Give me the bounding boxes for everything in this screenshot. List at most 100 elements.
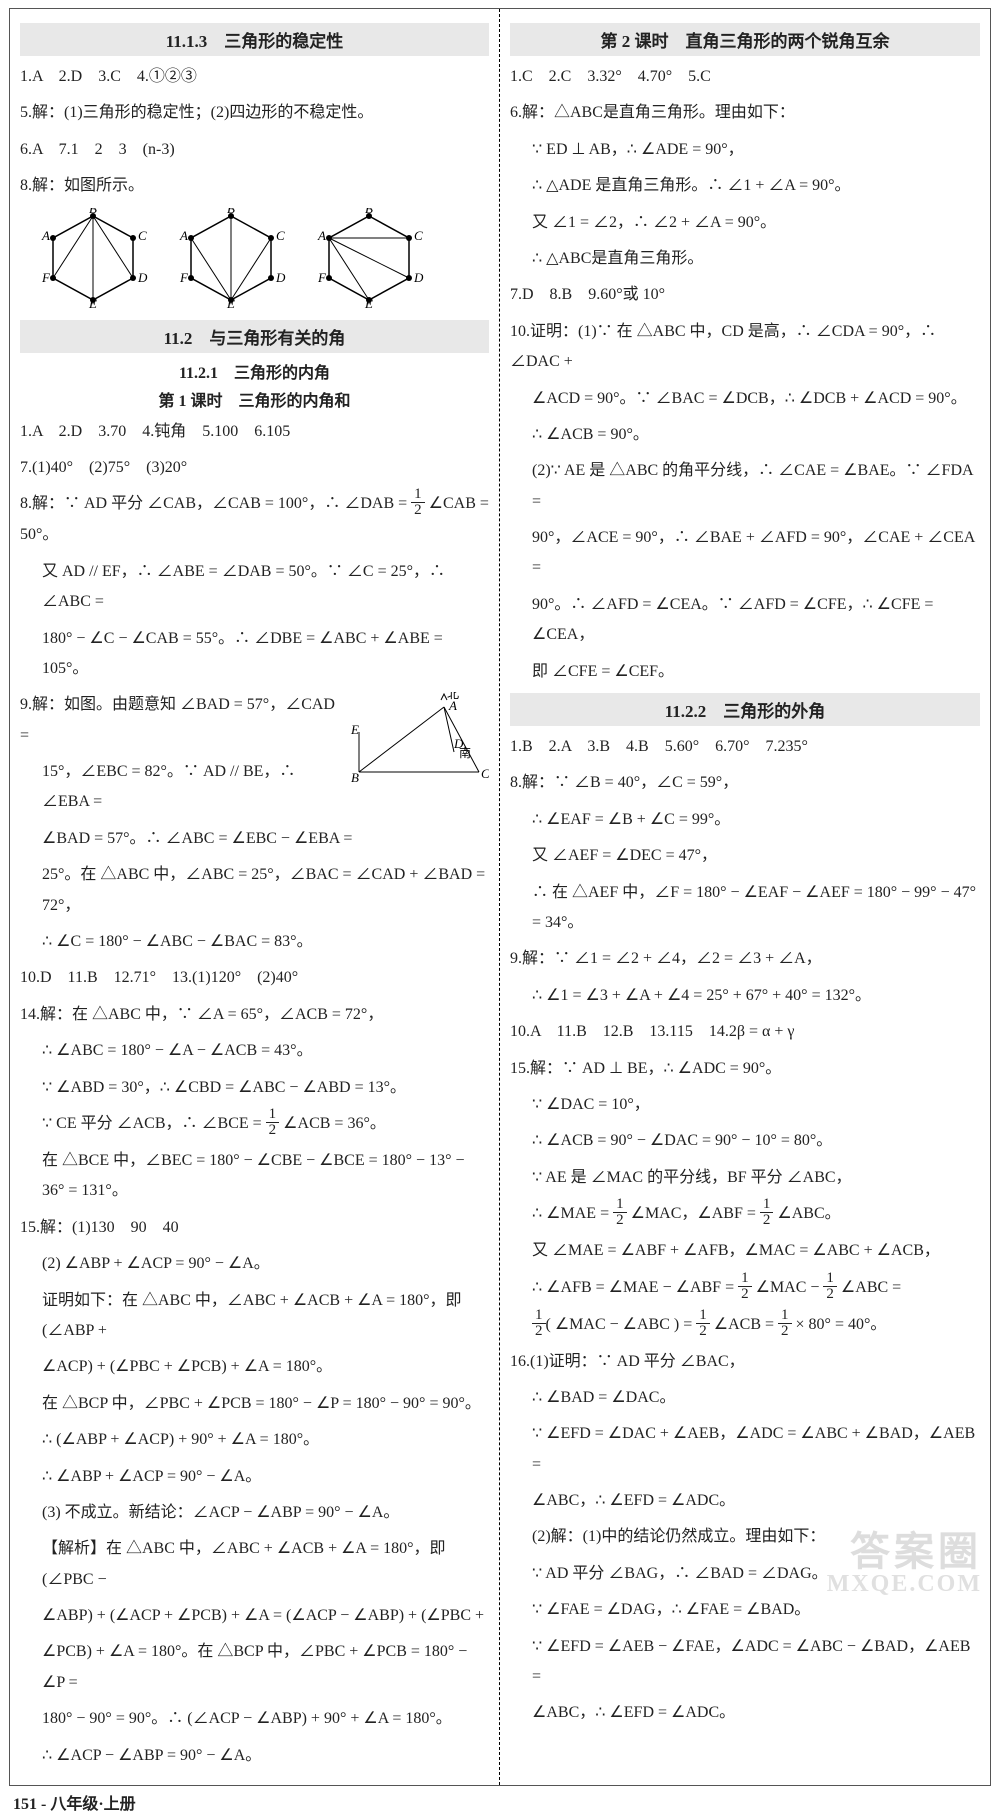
svg-text:D: D <box>275 270 286 285</box>
page-footer: 151 - 八年级·上册 <box>7 1790 993 1814</box>
right-line: ∴ ∠AFB = ∠MAE − ∠ABF = 12 ∠MAC − 12 ∠ABC… <box>510 1273 980 1304</box>
hexagon-1: B C D E F A <box>38 208 148 308</box>
hexagon-figures: B C D E F A B C D E F A <box>20 208 489 308</box>
left-line: 14.解：在 △ABC 中，∵ ∠A = 65°，∠ACB = 72°， <box>20 1000 489 1030</box>
right-line: ∴ ∠BAD = ∠DAC。 <box>510 1383 980 1413</box>
left-line: 在 △BCP 中，∠PBC + ∠PCB = 180° − ∠P = 180° … <box>20 1389 489 1419</box>
left-line: ∠ABP) + (∠ACP + ∠PCB) + ∠A = (∠ACP − ∠AB… <box>20 1601 489 1631</box>
left-line: 15.解：(1)130 90 40 <box>20 1213 489 1243</box>
left-line: (2) ∠ABP + ∠ACP = 90° − ∠A。 <box>20 1249 489 1279</box>
right-line: ∴ ∠ACB = 90°。 <box>510 420 980 450</box>
svg-text:A: A <box>448 698 457 713</box>
left-line: 180° − ∠C − ∠CAB = 55°。∴ ∠DBE = ∠ABC + ∠… <box>20 624 489 685</box>
sec-11-2: 11.2 与三角形有关的角 <box>20 320 489 353</box>
svg-text:B: B <box>365 208 373 216</box>
sec-11-2-2: 11.2.2 三角形的外角 <box>510 693 980 726</box>
left-line: 8.解：∵ AD 平分 ∠CAB，∠CAB = 100°，∴ ∠DAB = 12… <box>20 489 489 550</box>
left-line: 8.解：如图所示。 <box>20 171 489 201</box>
left-line: 1.A 2.D 3.70 4.钝角 5.100 6.105 <box>20 417 489 447</box>
svg-text:F: F <box>41 270 51 285</box>
left-line: 25°。在 △ABC 中，∠ABC = 25°，∠BAC = ∠CAD + ∠B… <box>20 860 489 921</box>
svg-text:D: D <box>413 270 424 285</box>
svg-text:C: C <box>414 228 423 243</box>
right-line: ∴ ∠1 = ∠3 + ∠A + ∠4 = 25° + 67° + 40° = … <box>510 981 980 1011</box>
left-line: 10.D 11.B 12.71° 13.(1)120° (2)40° <box>20 963 489 993</box>
left-line: 证明如下：在 △ABC 中，∠ABC + ∠ACB + ∠A = 180°，即 … <box>20 1286 489 1347</box>
left-line: ∵ ∠ABD = 30°，∴ ∠CBD = ∠ABC − ∠ABD = 13°。 <box>20 1073 489 1103</box>
left-line: ∴ ∠C = 180° − ∠ABC − ∠BAC = 83°。 <box>20 927 489 957</box>
svg-text:C: C <box>138 228 147 243</box>
right-line: ∴ ∠MAE = 12 ∠MAC，∠ABF = 12 ∠ABC。 <box>510 1199 980 1230</box>
left-line: ∠ACP) + (∠PBC + ∠PCB) + ∠A = 180°。 <box>20 1352 489 1382</box>
right-line: 又 ∠AEF = ∠DEC = 47°， <box>510 841 980 871</box>
left-line: (3) 不成立。新结论：∠ACP − ∠ABP = 90° − ∠A。 <box>20 1498 489 1528</box>
left-line: ∠BAD = 57°。∴ ∠ABC = ∠EBC − ∠EBA = <box>20 824 489 854</box>
right-line: 9.解：∵ ∠1 = ∠2 + ∠4，∠2 = ∠3 + ∠A， <box>510 944 980 974</box>
right-line: ∵ ED ⊥ AB，∴ ∠ADE = 90°， <box>510 135 980 165</box>
sec-11-2-1: 11.2.1 三角形的内角 <box>20 359 489 383</box>
right-line: ∠ACD = 90°。∵ ∠BAC = ∠DCB，∴ ∠DCB + ∠ACD =… <box>510 384 980 414</box>
hexagon-3: B C D E F A <box>314 208 424 308</box>
right-line: 10.A 11.B 12.B 13.115 14.2β = α + γ <box>510 1017 980 1047</box>
right-line: ∠ABC，∴ ∠EFD = ∠ADC。 <box>510 1698 980 1728</box>
right-column: 第 2 课时 直角三角形的两个锐角互余 1.C 2.C 3.32° 4.70° … <box>500 9 990 1785</box>
svg-text:D: D <box>137 270 148 285</box>
left-line: 在 △BCE 中，∠BEC = 180° − ∠CBE − ∠BCE = 180… <box>20 1146 489 1207</box>
left-line: ∠PCB) + ∠A = 180°。在 △BCP 中，∠PBC + ∠PCB =… <box>20 1637 489 1698</box>
svg-text:A: A <box>317 228 326 243</box>
svg-text:E: E <box>364 296 373 308</box>
left-line: 6.A 7.1 2 3 (n-3) <box>20 135 489 165</box>
lesson-1: 第 1 课时 三角形的内角和 <box>20 387 489 411</box>
right-line: 90°。∴ ∠AFD = ∠CEA。∵ ∠AFD = ∠CFE，∴ ∠CFE =… <box>510 590 980 651</box>
svg-text:B: B <box>351 770 359 785</box>
svg-text:C: C <box>481 766 489 781</box>
right-line: 又 ∠1 = ∠2，∴ ∠2 + ∠A = 90°。 <box>510 208 980 238</box>
sec-11-1-3: 11.1.3 三角形的稳定性 <box>20 23 489 56</box>
left-line: 1.A 2.D 3.C 4.①②③ <box>20 62 489 92</box>
right-line: 15.解：∵ AD ⊥ BE，∴ ∠ADC = 90°。 <box>510 1054 980 1084</box>
left-line: 5.解：(1)三角形的稳定性；(2)四边形的不稳定性。 <box>20 98 489 128</box>
right-line: 8.解：∵ ∠B = 40°，∠C = 59°， <box>510 768 980 798</box>
left-line: ∴ ∠ABC = 180° − ∠A − ∠ACB = 43°。 <box>20 1036 489 1066</box>
right-line: ∵ ∠DAC = 10°， <box>510 1090 980 1120</box>
right-line: 10.证明：(1)∵ 在 △ABC 中，CD 是高，∴ ∠CDA = 90°，∴… <box>510 317 980 378</box>
right-line: (2)∵ AE 是 △ABC 的角平分线，∴ ∠CAE = ∠BAE。∵ ∠FD… <box>510 456 980 517</box>
left-line: 7.(1)40° (2)75° (3)20° <box>20 453 489 483</box>
right-line: 12( ∠MAC − ∠ABC ) = 12 ∠ACB = 12 × 80° =… <box>510 1310 980 1341</box>
right-line: 7.D 8.B 9.60°或 10° <box>510 280 980 310</box>
left-line: ∴ (∠ABP + ∠ACP) + 90° + ∠A = 180°。 <box>20 1425 489 1455</box>
right-line: ∵ AD 平分 ∠BAG，∴ ∠BAD = ∠DAG。 <box>510 1559 980 1589</box>
left-line: 【解析】在 △ABC 中，∠ABC + ∠ACB + ∠A = 180°，即 (… <box>20 1534 489 1595</box>
right-line: 即 ∠CFE = ∠CEF。 <box>510 657 980 687</box>
left-line: ∵ CE 平分 ∠ACB，∴ ∠BCE = 12 ∠ACB = 36°。 <box>20 1109 489 1140</box>
svg-text:F: F <box>317 270 327 285</box>
left-line: ∴ ∠ACP − ∠ABP = 90° − ∠A。 <box>20 1741 489 1771</box>
left-line: ∴ ∠ABP + ∠ACP = 90° − ∠A。 <box>20 1462 489 1492</box>
right-line: ∵ ∠EFD = ∠DAC + ∠AEB，∠ADC = ∠ABC + ∠BAD，… <box>510 1419 980 1480</box>
svg-text:B: B <box>227 208 235 216</box>
lesson-2: 第 2 课时 直角三角形的两个锐角互余 <box>510 23 980 56</box>
right-line: ∵ ∠EFD = ∠AEB − ∠FAE，∠ADC = ∠ABC − ∠BAD，… <box>510 1632 980 1693</box>
right-line: 6.解：△ABC是直角三角形。理由如下： <box>510 98 980 128</box>
right-line: ∠ABC，∴ ∠EFD = ∠ADC。 <box>510 1486 980 1516</box>
svg-text:A: A <box>41 228 50 243</box>
right-line: 又 ∠MAE = ∠ABF + ∠AFB，∠MAC = ∠ABC + ∠ACB， <box>510 1236 980 1266</box>
left-line: 180° − 90° = 90°。∴ (∠ACP − ∠ABP) + 90° +… <box>20 1704 489 1734</box>
right-line: 1.C 2.C 3.32° 4.70° 5.C <box>510 62 980 92</box>
right-line: ∴ ∠EAF = ∠B + ∠C = 99°。 <box>510 805 980 835</box>
svg-text:E: E <box>350 722 359 737</box>
right-line: 16.(1)证明：∵ AD 平分 ∠BAC， <box>510 1347 980 1377</box>
svg-text:E: E <box>226 296 235 308</box>
q9: 北 南 B C A D E 9.解：如图。由题意知 ∠BAD = 57°，∠CA… <box>20 690 489 751</box>
svg-text:C: C <box>276 228 285 243</box>
left-line: 又 AD // EF，∴ ∠ABE = ∠DAB = 50°。∵ ∠C = 25… <box>20 557 489 618</box>
right-line: 1.B 2.A 3.B 4.B 5.60° 6.70° 7.235° <box>510 732 980 762</box>
svg-text:F: F <box>179 270 189 285</box>
svg-text:A: A <box>179 228 188 243</box>
svg-text:D: D <box>453 736 464 751</box>
hexagon-2: B C D E F A <box>176 208 286 308</box>
right-line: ∵ AE 是 ∠MAC 的平分线，BF 平分 ∠ABC， <box>510 1163 980 1193</box>
triangle-figure: 北 南 B C A D E <box>349 692 489 787</box>
right-line: (2)解：(1)中的结论仍然成立。理由如下： <box>510 1522 980 1552</box>
svg-text:B: B <box>89 208 97 216</box>
